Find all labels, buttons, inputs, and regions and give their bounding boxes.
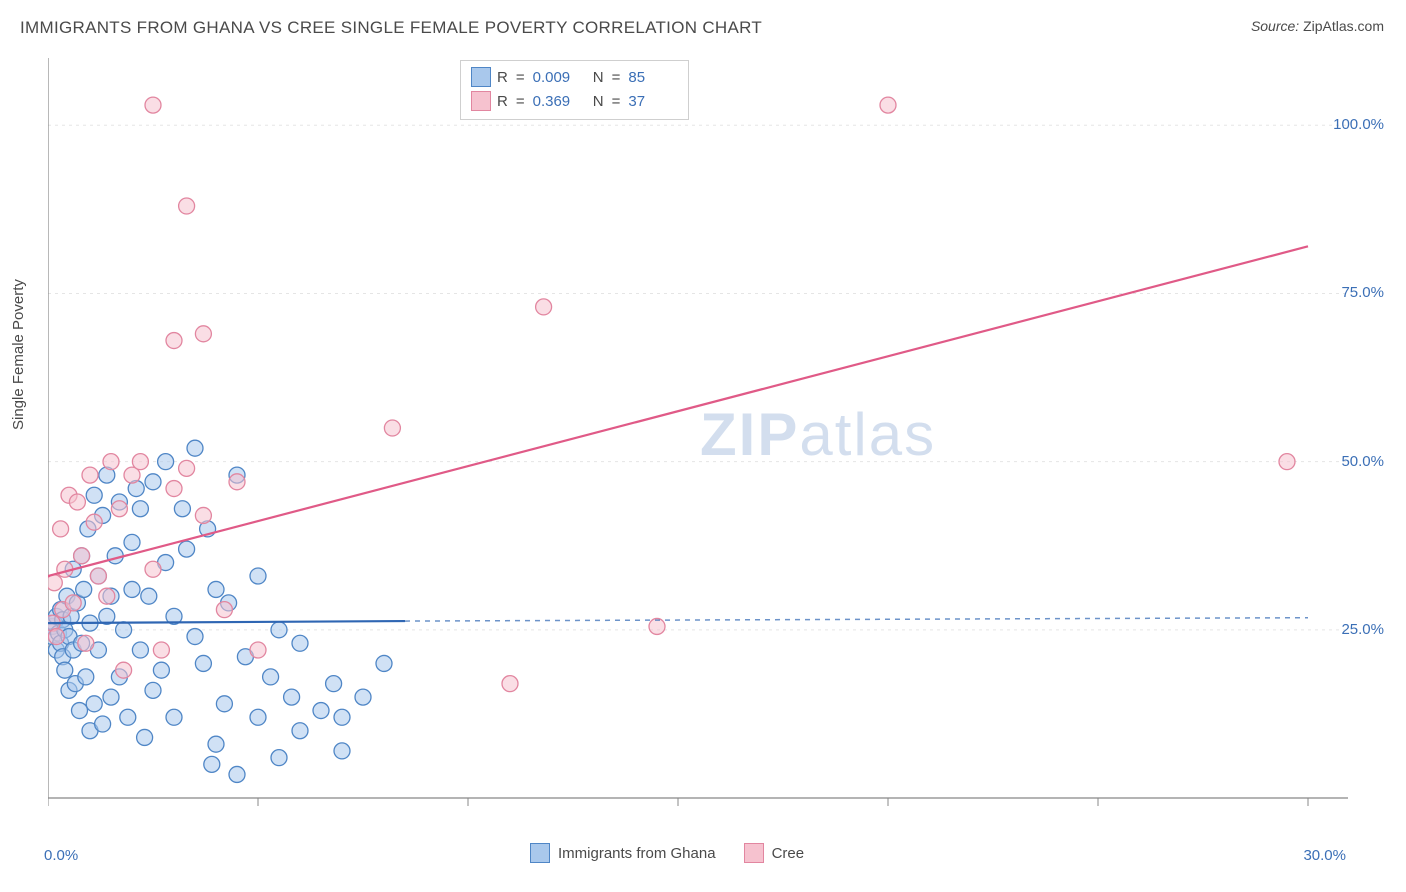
y-axis-label: Single Female Poverty: [10, 279, 27, 430]
legend-item-series-1: Cree: [744, 843, 805, 863]
scatter-plot-svg: [48, 58, 1358, 818]
legend-swatch-series-1: [471, 91, 491, 111]
source-label: Source:: [1251, 18, 1299, 34]
correlation-legend: R= 0.009 N= 85 R= 0.369 N= 37: [460, 60, 689, 120]
legend-label-1: Cree: [772, 845, 805, 862]
legend-r-value-1: 0.369: [533, 93, 583, 110]
x-tick-label: 0.0%: [44, 847, 78, 864]
y-tick-label: 25.0%: [1341, 621, 1384, 638]
legend-swatch-bottom-0: [530, 843, 550, 863]
source-attribution: Source: ZipAtlas.com: [1251, 18, 1384, 34]
legend-r-label: R: [497, 93, 508, 110]
y-tick-label: 75.0%: [1341, 284, 1384, 301]
chart-title: IMMIGRANTS FROM GHANA VS CREE SINGLE FEM…: [20, 18, 762, 38]
legend-n-label: N: [589, 69, 604, 86]
series-legend: Immigrants from Ghana Cree: [530, 843, 804, 863]
legend-row-series-1: R= 0.369 N= 37: [471, 89, 678, 113]
legend-row-series-0: R= 0.009 N= 85: [471, 65, 678, 89]
legend-n-label: N: [589, 93, 604, 110]
legend-n-value-0: 85: [628, 69, 678, 86]
source-link[interactable]: ZipAtlas.com: [1303, 18, 1384, 34]
y-tick-label: 100.0%: [1333, 116, 1384, 133]
x-tick-label: 30.0%: [1303, 847, 1346, 864]
legend-swatch-bottom-1: [744, 843, 764, 863]
legend-r-value-0: 0.009: [533, 69, 583, 86]
legend-n-value-1: 37: [628, 93, 678, 110]
legend-item-series-0: Immigrants from Ghana: [530, 843, 716, 863]
plot-area: [48, 58, 1358, 818]
legend-r-label: R: [497, 69, 508, 86]
legend-label-0: Immigrants from Ghana: [558, 845, 716, 862]
legend-swatch-series-0: [471, 67, 491, 87]
y-tick-label: 50.0%: [1341, 453, 1384, 470]
